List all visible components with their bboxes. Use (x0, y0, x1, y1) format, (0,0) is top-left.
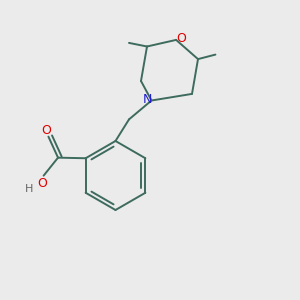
Text: O: O (38, 177, 47, 190)
Text: H: H (25, 184, 33, 194)
Text: O: O (176, 32, 186, 45)
Text: O: O (41, 124, 51, 136)
Text: N: N (143, 93, 153, 106)
